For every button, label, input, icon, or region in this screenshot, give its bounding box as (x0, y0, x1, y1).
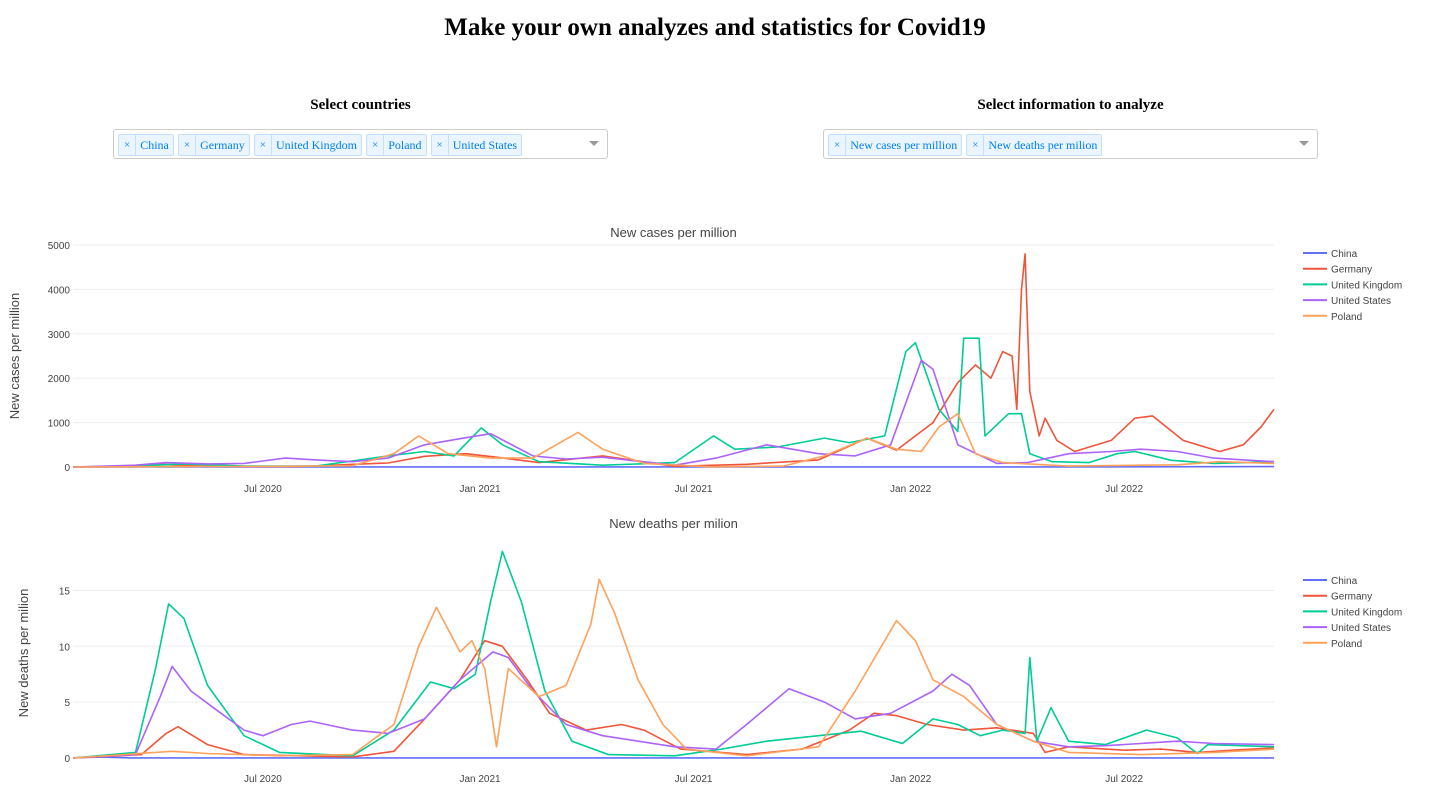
series-line-united-kingdom[interactable] (72, 337, 1275, 468)
y-tick-label: 4000 (48, 285, 71, 296)
legend-label: United Kingdom (1331, 607, 1402, 618)
y-tick-label: 0 (64, 463, 70, 474)
y-tick-label: 0 (64, 754, 70, 765)
y-axis-label: New cases per million (7, 293, 22, 419)
remove-chip-icon[interactable]: × (432, 135, 449, 155)
x-tick-label: Jul 2022 (1105, 774, 1143, 785)
selected-chip[interactable]: × China (118, 134, 174, 156)
page-title: Make your own analyzes and statistics fo… (444, 14, 986, 41)
x-tick-label: Jul 2022 (1105, 484, 1143, 495)
remove-chip-icon[interactable]: × (829, 135, 847, 155)
legend-label: Germany (1331, 265, 1372, 276)
chip-label: New deaths per milion (988, 138, 1098, 152)
chevron-down-icon[interactable] (589, 141, 599, 146)
y-tick-label: 10 (59, 642, 71, 653)
legend-item[interactable]: Poland (1303, 312, 1362, 323)
legend-item[interactable]: Poland (1303, 639, 1362, 650)
legend-label: United Kingdom (1331, 280, 1402, 291)
legend-item[interactable]: China (1303, 249, 1358, 260)
remove-chip-icon[interactable]: × (967, 135, 985, 155)
chevron-down-icon[interactable] (1299, 141, 1309, 146)
legend-label: China (1331, 576, 1358, 587)
chip-label: New cases per million (850, 138, 958, 152)
countries-select-label: Select countries (310, 97, 411, 113)
countries-chip-list: × China × Germany × United Kingdom × Poland × Uni… (118, 134, 523, 156)
legend-item[interactable]: Germany (1303, 592, 1372, 603)
series-line-united-states[interactable] (72, 651, 1275, 759)
chip-label: United Kingdom (275, 138, 357, 152)
legend-label: Germany (1331, 592, 1372, 603)
y-tick-label: 5 (64, 698, 70, 709)
info-select-label: Select information to analyze (977, 97, 1164, 113)
x-tick-label: Jan 2022 (890, 774, 932, 785)
info-chip-list: × New cases per million × New deaths per mi… (828, 134, 1103, 156)
y-tick-label: 15 (59, 586, 71, 597)
series-line-poland[interactable] (72, 412, 1275, 468)
legend-label: China (1331, 249, 1358, 260)
series-line-germany[interactable] (72, 253, 1275, 468)
cases-chart[interactable]: New cases per million 0 1000 2000 3000 4000 50… (0, 215, 1430, 505)
legend-label: Poland (1331, 639, 1362, 650)
chip-label: Germany (200, 138, 245, 152)
selected-chip[interactable]: × New cases per million (828, 134, 963, 156)
y-axis-label: New deaths per milion (16, 589, 31, 718)
legend-label: Poland (1331, 312, 1362, 323)
x-tick-label: Jul 2021 (675, 484, 713, 495)
selected-chip[interactable]: × Germany (177, 134, 250, 156)
selected-chip[interactable]: × United States (430, 134, 523, 156)
x-tick-label: Jul 2020 (244, 774, 282, 785)
series-line-poland[interactable] (72, 578, 1275, 759)
remove-chip-icon[interactable]: × (179, 135, 197, 155)
remove-chip-icon[interactable]: × (255, 135, 272, 155)
y-tick-label: 5000 (48, 241, 71, 252)
deaths-chart[interactable]: New deaths per milion 0 5 10 15 Jul 2020 Jan 2… (0, 508, 1430, 791)
x-tick-label: Jan 2021 (459, 774, 501, 785)
remove-chip-icon[interactable]: × (119, 135, 137, 155)
y-tick-label: 3000 (48, 330, 71, 341)
countries-dropdown[interactable]: × China × Germany × United Kingdom × Poland × Uni… (113, 129, 608, 159)
remove-chip-icon[interactable]: × (367, 135, 385, 155)
legend-item[interactable]: Germany (1303, 265, 1372, 276)
chip-label: United States (452, 138, 518, 152)
chart-title: New deaths per milion (609, 516, 738, 531)
chip-label: China (140, 138, 169, 152)
legend-item[interactable]: United States (1303, 623, 1391, 634)
x-tick-label: Jul 2020 (244, 484, 282, 495)
legend-item[interactable]: United States (1303, 296, 1391, 307)
selected-chip[interactable]: × New deaths per milion (966, 134, 1103, 156)
legend-item[interactable]: United Kingdom (1303, 280, 1402, 291)
chart-title: New cases per million (610, 225, 736, 240)
chip-label: Poland (388, 138, 422, 152)
legend-label: United States (1331, 623, 1391, 634)
selected-chip[interactable]: × Poland (365, 134, 427, 156)
series-line-united-kingdom[interactable] (72, 550, 1275, 759)
y-tick-label: 1000 (48, 419, 71, 430)
legend-item[interactable]: China (1303, 576, 1358, 587)
legend-item[interactable]: United Kingdom (1303, 607, 1402, 618)
series-line-united-states[interactable] (72, 359, 1275, 468)
x-tick-label: Jan 2021 (459, 484, 501, 495)
y-tick-label: 2000 (48, 374, 71, 385)
series-line-china[interactable] (72, 756, 1274, 759)
legend-label: United States (1331, 296, 1391, 307)
selected-chip[interactable]: × United Kingdom (253, 134, 362, 156)
x-tick-label: Jul 2021 (675, 774, 713, 785)
info-dropdown[interactable]: × New cases per million × New deaths per mi… (823, 129, 1318, 159)
x-tick-label: Jan 2022 (890, 484, 932, 495)
